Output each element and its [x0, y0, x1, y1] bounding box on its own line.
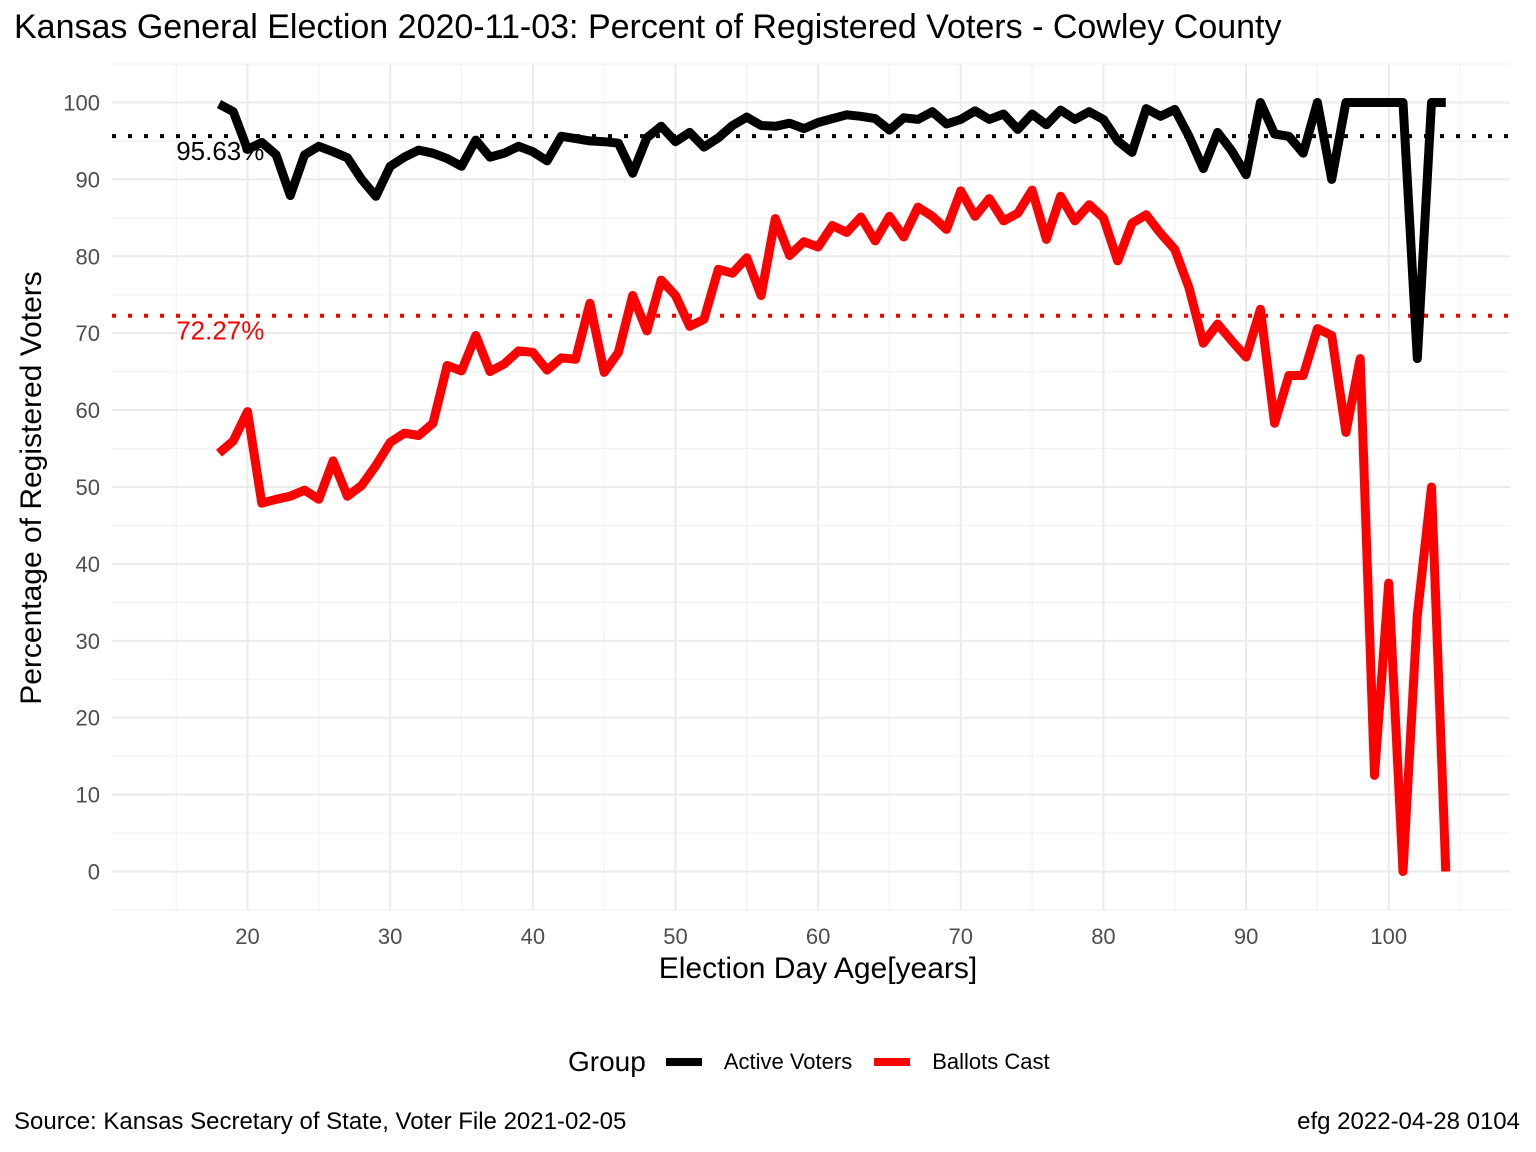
legend-key-active-voters [665, 1058, 702, 1066]
x-axis-label: Election Day Age[years] [658, 952, 978, 985]
y-axis-label: Percentage of Registered Voters [15, 271, 48, 705]
y-tick-label: 100 [63, 90, 100, 115]
x-tick-label: 20 [235, 924, 259, 949]
y-axis-ticks: 0 10 20 30 40 50 60 70 80 90 100 [63, 90, 100, 884]
legend-key-ballots-cast [874, 1058, 911, 1066]
reference-labels: 95.63% 72.27% [176, 136, 264, 346]
x-tick-label: 90 [1234, 924, 1258, 949]
y-tick-label: 90 [76, 167, 100, 192]
series-line-ballots-cast [216, 185, 1451, 876]
chart-title: Kansas General Election 2020-11-03: Perc… [14, 8, 1282, 46]
x-tick-label: 80 [1091, 924, 1115, 949]
x-tick-label: 70 [949, 924, 973, 949]
y-tick-label: 50 [76, 475, 100, 500]
legend-title: Group [568, 1046, 646, 1077]
y-tick-label: 60 [76, 398, 100, 423]
y-tick-label: 80 [76, 244, 100, 269]
series-lines [216, 98, 1451, 876]
y-tick-label: 10 [76, 783, 100, 808]
x-tick-label: 100 [1370, 924, 1407, 949]
y-tick-label: 0 [88, 860, 100, 885]
x-tick-label: 30 [378, 924, 402, 949]
author-stamp: efg 2022-04-28 0104 [1297, 1108, 1520, 1135]
x-tick-label: 50 [663, 924, 687, 949]
y-tick-label: 40 [76, 552, 100, 577]
y-tick-label: 20 [76, 706, 100, 731]
x-axis-ticks: 20 30 40 50 60 70 80 90 100 [235, 924, 1407, 949]
source-caption: Source: Kansas Secretary of State, Voter… [14, 1108, 627, 1135]
legend-item-active-voters: Active Voters [665, 1049, 853, 1075]
legend-label-ballots-cast: Ballots Cast [932, 1049, 1050, 1074]
legend-item-ballots-cast: Ballots Cast [874, 1049, 1050, 1075]
legend: Group Active Voters Ballots Cast [568, 1042, 1072, 1082]
legend-label-active-voters: Active Voters [723, 1049, 853, 1074]
reference-lines [112, 134, 1510, 318]
reference-label-1: 72.27% [176, 316, 264, 346]
reference-label-0: 95.63% [176, 136, 264, 166]
y-tick-label: 30 [76, 629, 100, 654]
series-line-active-voters [216, 98, 1446, 364]
y-tick-label: 70 [76, 321, 100, 346]
x-tick-label: 40 [521, 924, 545, 949]
x-tick-label: 60 [806, 924, 830, 949]
